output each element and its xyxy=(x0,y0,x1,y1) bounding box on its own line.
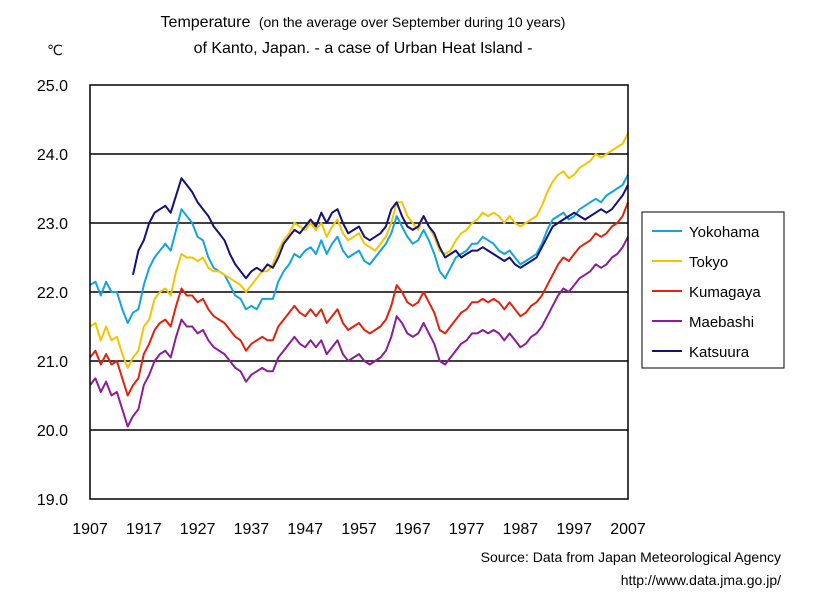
legend-label-kumagaya: Kumagaya xyxy=(689,284,761,301)
x-tick-label: 1957 xyxy=(341,521,377,538)
x-tick-label: 1907 xyxy=(72,521,108,538)
y-axis-unit: ℃ xyxy=(47,42,63,58)
series-line-yokohama xyxy=(89,174,629,324)
chart-title-paren: (on the average over September during 10… xyxy=(259,14,566,30)
x-tick-label: 1987 xyxy=(503,521,539,538)
y-tick-label: 22.0 xyxy=(37,285,68,302)
series-line-maebashi xyxy=(89,236,629,428)
legend-label-maebashi: Maebashi xyxy=(689,314,754,331)
legend-label-tokyo: Tokyo xyxy=(689,254,728,271)
x-tick-label: 1977 xyxy=(449,521,485,538)
y-tick-label: 20.0 xyxy=(37,423,68,440)
y-tick-label: 25.0 xyxy=(37,78,68,95)
series-lines xyxy=(89,132,629,428)
source-text: Source: Data from Japan Meteorological A… xyxy=(481,549,781,565)
x-tick-label: 1927 xyxy=(180,521,216,538)
source-url: http://www.data.jma.go.jp/ xyxy=(621,572,781,588)
x-tick-labels: 1907 1917 1927 1937 1947 1957 1967 1977 1987 1997… xyxy=(72,521,646,538)
chart-title-line2: of Kanto, Japan. - a case of Urban Heat … xyxy=(194,40,533,57)
y-tick-label: 19.0 xyxy=(37,492,68,509)
legend-label-katsuura: Katsuura xyxy=(689,344,750,361)
chart-title-main: Temperature xyxy=(161,14,251,31)
y-tick-label: 21.0 xyxy=(37,354,68,371)
series-line-katsuura xyxy=(132,177,629,280)
x-tick-label: 1917 xyxy=(126,521,162,538)
y-tick-label: 23.0 xyxy=(37,216,68,233)
legend: Yokohama Tokyo Kumagaya Maebashi Katsuura xyxy=(641,211,785,369)
x-tick-label: 1947 xyxy=(287,521,323,538)
chart-title-line1: Temperature (on the average over Septemb… xyxy=(161,14,566,31)
x-tick-label: 2007 xyxy=(610,521,646,538)
y-tick-labels: 25.0 24.0 23.0 22.0 21.0 20.0 19.0 xyxy=(37,78,68,509)
legend-label-yokohama: Yokohama xyxy=(689,224,760,241)
series-line-tokyo xyxy=(89,132,629,369)
x-tick-label: 1967 xyxy=(395,521,431,538)
x-tick-label: 1997 xyxy=(556,521,592,538)
plot-area-frame xyxy=(89,84,629,500)
series-line-kumagaya xyxy=(89,201,629,397)
y-tick-label: 24.0 xyxy=(37,147,68,164)
x-tick-label: 1937 xyxy=(234,521,270,538)
